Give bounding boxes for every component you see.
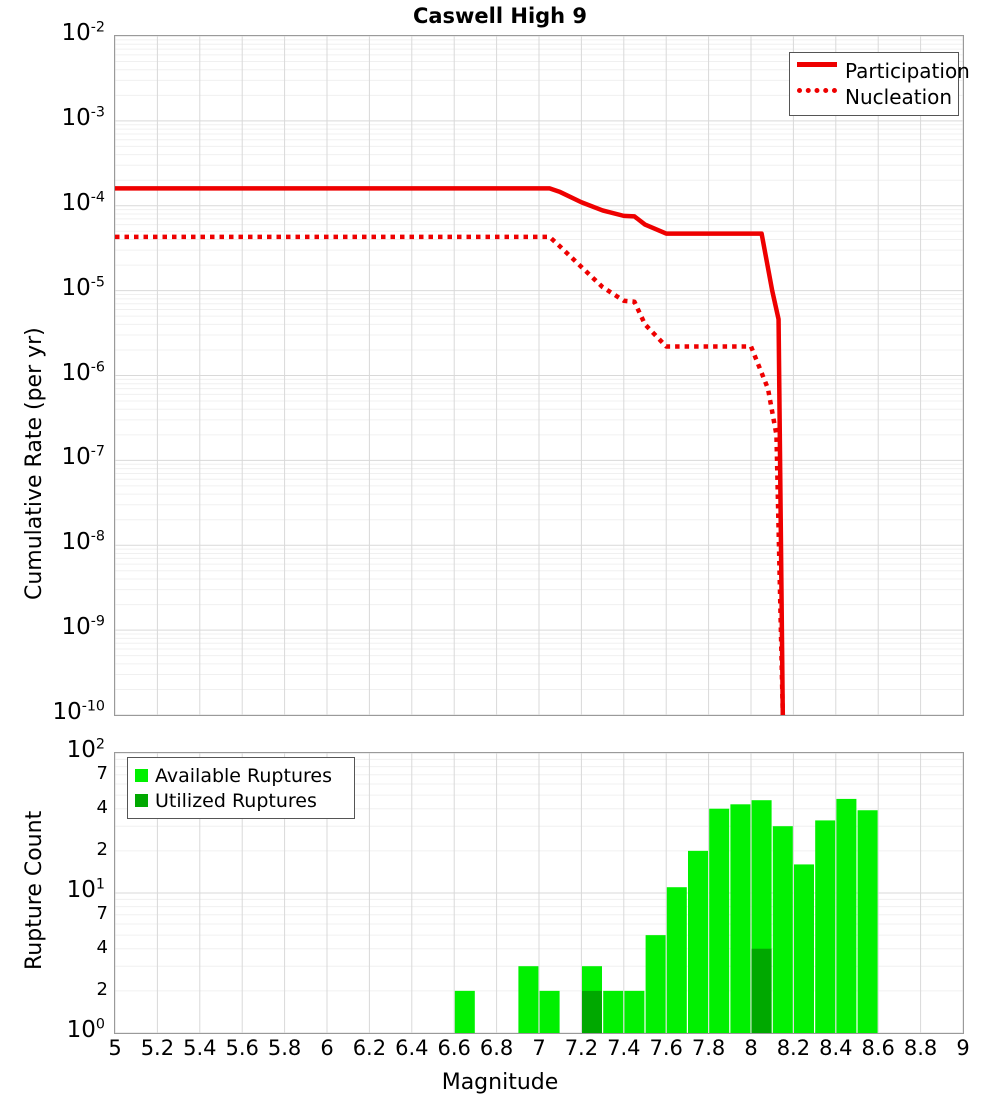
legend-label-participation: Participation — [845, 59, 970, 83]
page-title: Caswell High 9 — [0, 4, 1000, 28]
top-y-tick-label: 10-10 — [0, 701, 105, 724]
legend-label-nucleation: Nucleation — [845, 85, 952, 109]
bottom-y-tick-label: 101 — [0, 879, 105, 902]
figure-canvas: Caswell High 9 Cumulative Rate (per yr) … — [0, 0, 1000, 1100]
rupture-count-legend: Available Ruptures Utilized Ruptures — [127, 757, 355, 819]
mfd-curve-legend: Participation Nucleation — [789, 52, 959, 116]
bottom-y-minor-tick-label: 4 — [0, 939, 108, 957]
bottom-y-minor-tick-label: 4 — [0, 799, 108, 817]
top-y-tick-label: 10-4 — [0, 192, 105, 215]
bottom-y-minor-tick-label: 2 — [0, 981, 108, 999]
top-y-tick-label: 10-9 — [0, 616, 105, 639]
mfd-curve-panel — [114, 35, 964, 716]
bottom-y-minor-tick-label: 7 — [0, 905, 108, 923]
utilized-ruptures-swatch-icon — [135, 794, 148, 807]
bottom-y-minor-tick-label: 7 — [0, 765, 108, 783]
nucleation-line-icon — [797, 88, 837, 107]
top-y-tick-label: 10-6 — [0, 362, 105, 385]
legend-label-utilized-ruptures: Utilized Ruptures — [155, 790, 317, 812]
legend-item-participation: Participation — [797, 58, 949, 84]
top-y-tick-label: 10-3 — [0, 107, 105, 130]
top-y-tick-label: 10-2 — [0, 22, 105, 45]
top-y-tick-label: 10-5 — [0, 277, 105, 300]
participation-line-icon — [797, 62, 837, 81]
bottom-y-minor-tick-label: 2 — [0, 841, 108, 859]
legend-item-utilized-ruptures: Utilized Ruptures — [135, 788, 345, 813]
mfd-curve-plot — [115, 36, 963, 715]
legend-label-available-ruptures: Available Ruptures — [155, 765, 332, 787]
available-ruptures-swatch-icon — [135, 769, 148, 782]
bottom-y-tick-label: 102 — [0, 739, 105, 762]
top-y-tick-label: 10-7 — [0, 446, 105, 469]
x-axis-label: Magnitude — [0, 1070, 1000, 1095]
legend-item-available-ruptures: Available Ruptures — [135, 763, 345, 788]
x-tick-label: 9 — [933, 1038, 993, 1059]
top-y-tick-label: 10-8 — [0, 531, 105, 554]
legend-item-nucleation: Nucleation — [797, 84, 949, 110]
